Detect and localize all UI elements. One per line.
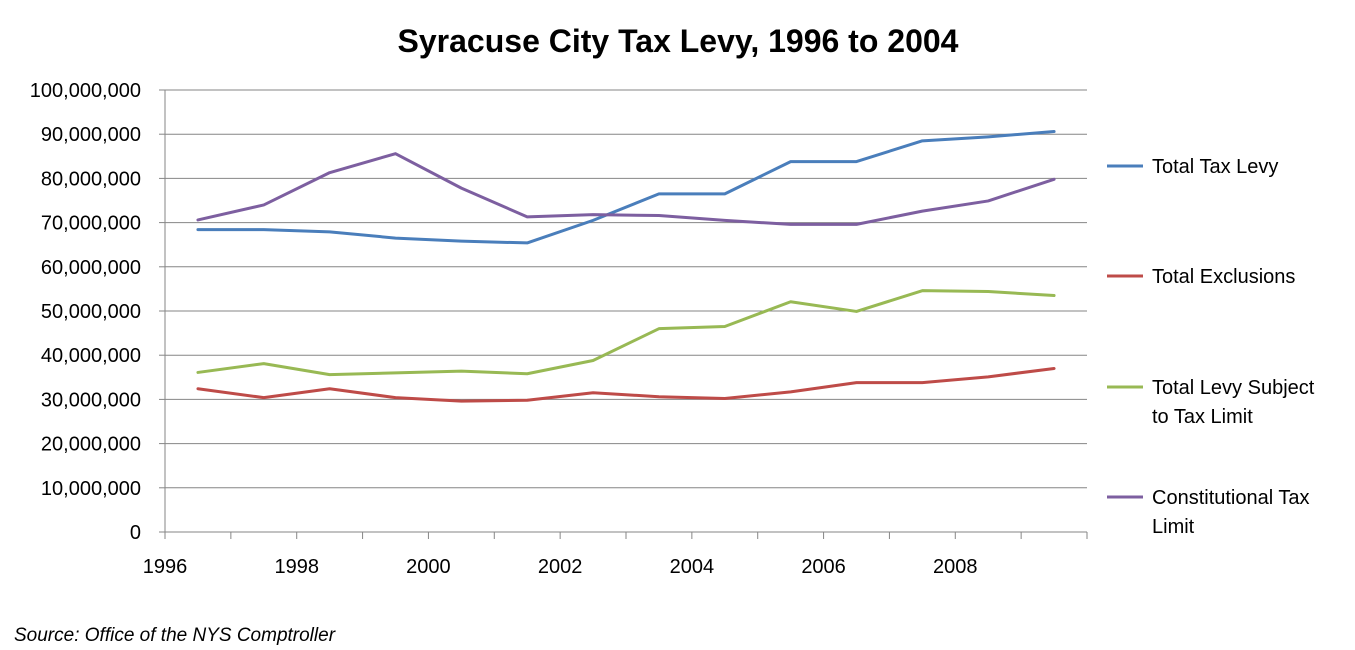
y-tick-label: 0 xyxy=(130,522,141,544)
legend-label-constitutional-tax-limit: Limit xyxy=(1152,516,1195,538)
legend-label-total-levy-subject-to-tax-limit: to Tax Limit xyxy=(1152,406,1253,428)
y-tick-label: 90,000,000 xyxy=(41,124,141,146)
chart-title: Syracuse City Tax Levy, 1996 to 2004 xyxy=(398,23,959,59)
y-axis-tick-labels: 0 10,000,000 20,000,000 30,000,000 40,000,00… xyxy=(30,80,141,544)
legend-label-total-tax-levy: Total Tax Levy xyxy=(1152,156,1278,178)
y-tick-label: 30,000,000 xyxy=(41,389,141,411)
x-tick-label: 1996 xyxy=(143,556,188,578)
y-tick-label: 80,000,000 xyxy=(41,168,141,190)
x-tick-label: 2002 xyxy=(538,556,583,578)
y-tick-label: 20,000,000 xyxy=(41,434,141,456)
x-tick-label: 2006 xyxy=(801,556,846,578)
series-lines xyxy=(196,130,1056,403)
x-tick-label: 2000 xyxy=(406,556,451,578)
series-line-total-levy-subject-to-tax-limit xyxy=(196,289,1056,377)
y-tick-label: 70,000,000 xyxy=(41,213,141,235)
gridlines xyxy=(165,89,1087,489)
y-tick-label: 10,000,000 xyxy=(41,478,141,500)
legend-label-total-levy-subject-to-tax-limit: Total Levy Subject xyxy=(1152,377,1315,399)
y-tick-label: 40,000,000 xyxy=(41,345,141,367)
axes xyxy=(159,89,1088,539)
y-tick-label: 100,000,000 xyxy=(30,80,141,102)
x-tick-label: 2008 xyxy=(933,556,978,578)
x-axis-tick-labels: 1996 1998 2000 2002 2004 2006 2008 xyxy=(143,556,978,578)
legend: Total Tax Levy Total Exclusions Total Levy… xyxy=(1107,156,1315,538)
y-tick-label: 60,000,000 xyxy=(41,257,141,279)
legend-label-total-exclusions: Total Exclusions xyxy=(1152,266,1295,288)
x-tick-label: 1998 xyxy=(274,556,319,578)
legend-label-constitutional-tax-limit: Constitutional Tax xyxy=(1152,487,1310,509)
series-line-total-exclusions xyxy=(196,366,1056,403)
source-note: Source: Office of the NYS Comptroller xyxy=(14,625,336,646)
series-line-total-tax-levy xyxy=(196,130,1056,245)
y-tick-label: 50,000,000 xyxy=(41,301,141,323)
series-line-constitutional-tax-limit xyxy=(196,152,1056,226)
x-tick-label: 2004 xyxy=(670,556,715,578)
